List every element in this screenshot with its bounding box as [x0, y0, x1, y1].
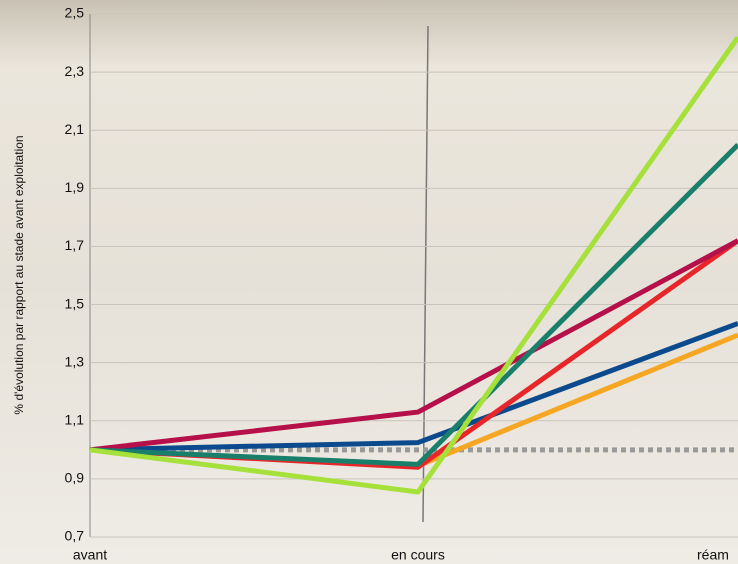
y-tick-label: 0,7: [65, 528, 85, 544]
y-axis-label: % d'évolution par rapport au stade avant…: [12, 135, 26, 414]
x-tick-label: en cours: [391, 547, 445, 563]
y-tick-label: 1,9: [65, 179, 85, 195]
y-tick-label: 1,7: [65, 237, 85, 253]
y-tick-label: 2,3: [65, 63, 85, 79]
y-tick-label: 1,3: [65, 353, 85, 369]
x-tick-label: avant: [73, 547, 107, 563]
y-tick-label: 2,1: [65, 121, 85, 137]
y-tick-label: 2,5: [65, 5, 85, 21]
background: [0, 0, 738, 564]
y-tick-label: 0,9: [65, 470, 85, 486]
x-tick-label: réam: [697, 547, 729, 563]
chart: % d'évolution par rapport au stade avant…: [0, 0, 738, 564]
y-tick-label: 1,1: [65, 411, 85, 427]
y-tick-label: 1,5: [65, 295, 85, 311]
